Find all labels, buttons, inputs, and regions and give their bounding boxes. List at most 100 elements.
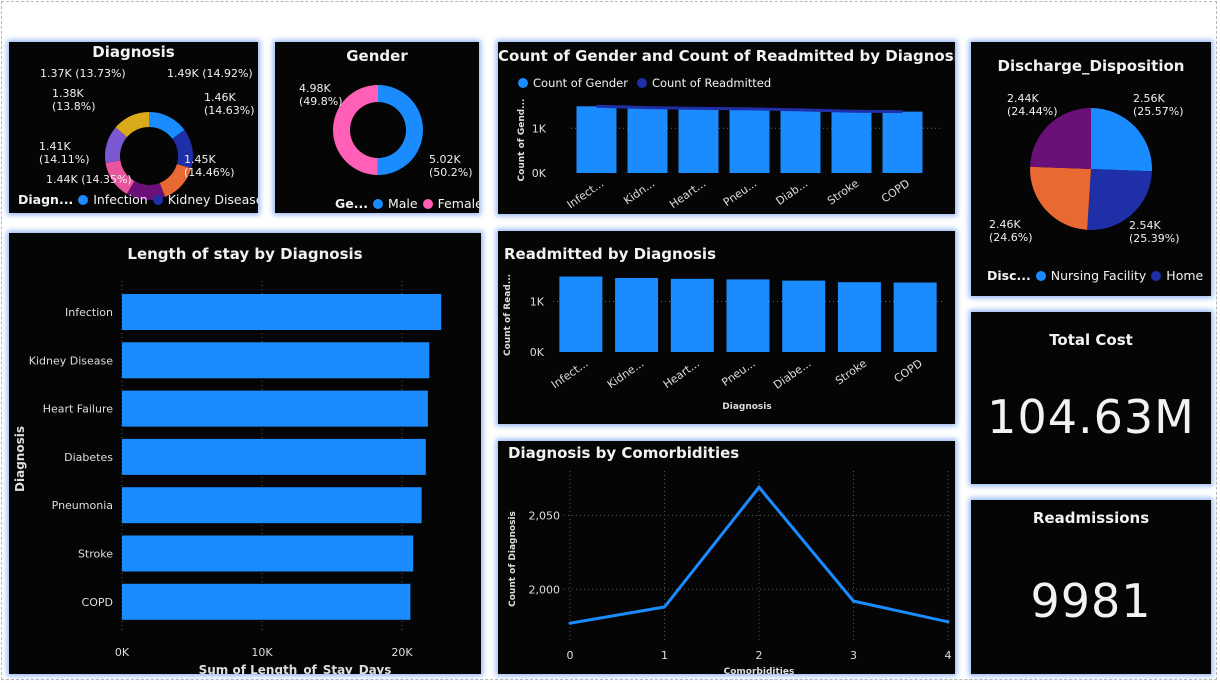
gender-readmit-title: Count of Gender and Count of Readmitted … xyxy=(498,47,955,65)
gender-donut-chart: 5.02K (50.2%) 4.98K (49.8%) xyxy=(299,82,473,179)
data-point xyxy=(568,621,572,625)
bar xyxy=(576,106,617,173)
gender-readmit-chart: 1K 0K Count of Gend... Infect... Kidn... Hear… xyxy=(517,99,940,211)
x-tick-label: 0 xyxy=(567,649,574,662)
diagnosis-slice-4 xyxy=(105,160,135,195)
x-tick-label: Pneu... xyxy=(719,357,757,389)
gender-donut-card[interactable]: Gender 5.02K (50.2%) 4.98K (49.8%) Ge... Ma… xyxy=(275,42,479,213)
bar xyxy=(122,390,428,427)
bar xyxy=(670,278,714,352)
legend-dot-kidney xyxy=(152,194,163,205)
diagnosis-slice-5 xyxy=(104,127,128,163)
series-line-readmitted xyxy=(596,104,903,114)
data-label: 1.49K (14.92%) xyxy=(167,67,253,80)
discharge-pie-title: Discharge_Disposition xyxy=(997,57,1185,75)
legend-dot-nursing xyxy=(1035,270,1046,281)
y-tick-label: 0K xyxy=(532,167,547,180)
legend-dot-female xyxy=(422,198,433,209)
legend-item-home: Home xyxy=(1166,268,1204,283)
data-point xyxy=(852,599,855,603)
data-label: 5.02K (50.2%) xyxy=(429,153,473,179)
discharge-slice-3 xyxy=(1030,108,1091,169)
y-axis-label: Count of Read... xyxy=(503,274,513,356)
bar xyxy=(122,535,414,572)
y-tick-label: 1K xyxy=(530,295,545,308)
readmitted-chart: 1K 0K Count of Read... Infect... Kidne... Hea… xyxy=(503,274,943,412)
gender-slice-0 xyxy=(377,85,424,175)
discharge-pie-card[interactable]: Discharge_Disposition 2.56K (25.57%) 2.54K… xyxy=(971,42,1211,296)
x-tick-label: Stroke xyxy=(833,357,869,388)
discharge-slice-0 xyxy=(1091,108,1152,172)
gender-slice-1 xyxy=(333,85,378,175)
legend-item-female: Female xyxy=(437,196,479,211)
y-tick-label: Infection xyxy=(65,306,113,319)
gender-legend[interactable]: Ge... Male Female xyxy=(335,196,479,211)
legend-dot-gender xyxy=(518,78,528,88)
total-cost-card[interactable]: Total Cost 104.63M xyxy=(971,312,1211,484)
x-tick-label: 20K xyxy=(391,646,413,659)
x-tick-label: 3 xyxy=(850,649,857,662)
bar xyxy=(780,109,821,173)
x-tick-label: 10K xyxy=(251,646,273,659)
data-label: 1.44K (14.35%) xyxy=(46,173,132,186)
data-label: 1.38K (13.8%) xyxy=(52,87,96,113)
readmissions-card[interactable]: Readmissions 9981 xyxy=(971,500,1211,674)
comorbidities-card[interactable]: Diagnosis by Comorbidities 2,000 2,050 0 1 2… xyxy=(498,441,955,674)
x-tick-label: COPD xyxy=(892,357,925,386)
length-of-stay-card[interactable]: Length of stay by Diagnosis 0K 10K 20K Infe… xyxy=(9,233,481,674)
y-axis-label: Count of Diagnosis xyxy=(508,511,518,607)
diagnosis-legend[interactable]: Diagn... Infection Kidney Disease ▶ xyxy=(18,192,258,207)
data-point xyxy=(663,605,666,609)
bar xyxy=(729,108,770,173)
bar xyxy=(882,111,923,173)
diagnosis-slice-2 xyxy=(159,164,192,197)
bar xyxy=(615,277,659,352)
y-tick-label: Kidney Disease xyxy=(29,354,113,367)
readmitted-card[interactable]: Readmitted by Diagnosis 1K 0K Count of Rea… xyxy=(498,231,955,424)
x-tick-label: Pneu... xyxy=(721,177,759,209)
legend-header: Disc... xyxy=(987,268,1031,283)
y-tick-label: Stroke xyxy=(78,548,113,561)
bar xyxy=(627,107,668,173)
legend-dot-home xyxy=(1151,270,1162,281)
legend-item-count-readmitted: Count of Readmitted xyxy=(651,76,772,90)
bar xyxy=(782,280,826,352)
y-tick-label: COPD xyxy=(82,596,113,609)
discharge-slice-1 xyxy=(1087,169,1152,230)
readmissions-title: Readmissions xyxy=(1032,509,1150,527)
discharge-slice-2 xyxy=(1030,166,1091,230)
y-axis-label: Diagnosis xyxy=(13,426,27,492)
x-tick-label: Heart... xyxy=(661,357,702,391)
legend-item-kidney: Kidney Disease xyxy=(167,192,258,207)
bar xyxy=(559,276,603,352)
diagnosis-slice-6 xyxy=(115,112,149,138)
diagnosis-donut-chart: 1.49K (14.92%) 1.46K (14.63%) 1.45K (14.46%)… xyxy=(39,67,255,201)
legend-header: Diagn... xyxy=(18,192,74,207)
bar xyxy=(726,279,770,352)
legend-item-male: Male xyxy=(387,196,418,211)
bar xyxy=(122,583,411,620)
y-tick-label: 1K xyxy=(532,122,547,135)
x-tick-label: 2 xyxy=(756,649,763,662)
data-label: 1.45K (14.46%) xyxy=(184,153,235,179)
data-point xyxy=(757,485,761,489)
data-label: 1.41K (14.11%) xyxy=(39,140,90,166)
bar xyxy=(678,108,719,173)
readmissions-value: 9981 xyxy=(1030,574,1152,628)
diagnosis-donut-card[interactable]: Diagnosis 1.49K (14.92%) 1.46K (14.63%) 1.4… xyxy=(9,42,258,213)
gender-readmit-card[interactable]: Count of Gender and Count of Readmitted … xyxy=(498,42,955,214)
x-tick-label: 1 xyxy=(661,649,668,662)
x-axis-label: Diagnosis xyxy=(722,402,771,412)
comorbidities-chart: 2,000 2,050 0 1 2 3 4 Comorbidities Count of Dia… xyxy=(508,471,952,674)
legend-item-count-gender: Count of Gender xyxy=(533,76,628,90)
legend-dot-male xyxy=(372,198,383,209)
diagnosis-slice-0 xyxy=(149,112,185,139)
legend-item-infection: Infection xyxy=(93,192,148,207)
x-tick-label: Stroke xyxy=(825,177,861,208)
length-of-stay-title: Length of stay by Diagnosis xyxy=(127,245,363,263)
discharge-legend[interactable]: Disc... Nursing Facility Home ▶ xyxy=(987,268,1211,283)
y-tick-label: Pneumonia xyxy=(52,499,113,512)
legend-dot-readmitted xyxy=(636,78,647,88)
x-axis-label: Sum of Length_of_Stay_Days xyxy=(199,663,392,674)
